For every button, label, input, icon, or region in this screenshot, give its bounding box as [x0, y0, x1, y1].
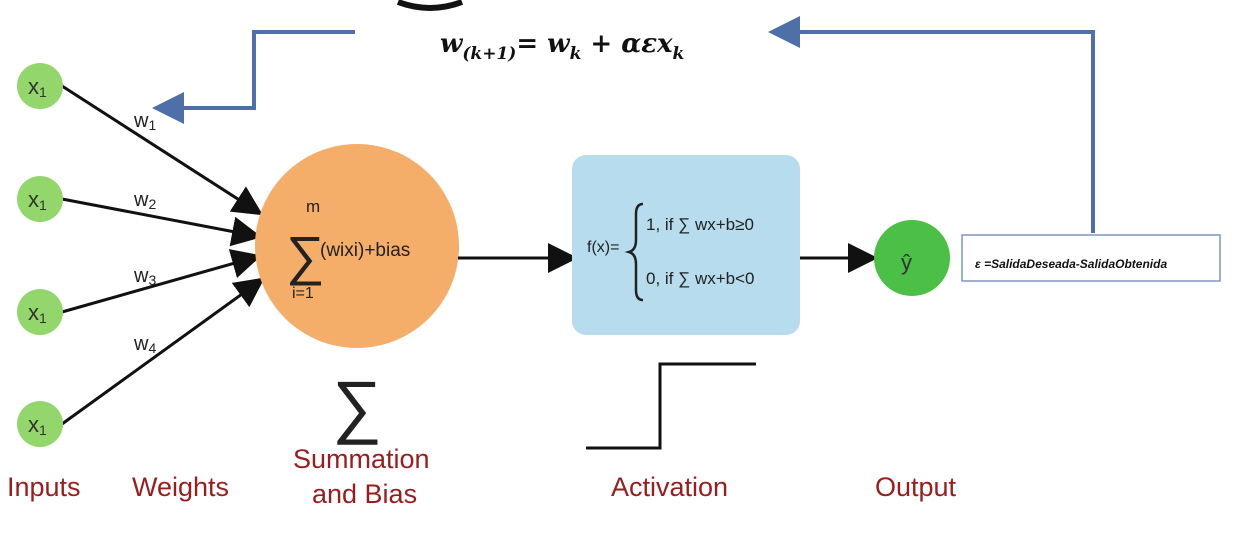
svg-text:x1: x1 [28, 300, 47, 326]
input-node-4: x1 [17, 401, 63, 447]
stage-label-activation: Activation [611, 472, 728, 502]
svg-text:x1: x1 [28, 187, 47, 213]
stage-label-output: Output [875, 472, 957, 502]
input-arrow-1 [61, 84, 264, 216]
summation-symbol: ∑ [332, 367, 382, 445]
step-function-graph [586, 362, 756, 450]
weight-label-4: w4 [133, 333, 156, 356]
activation-case-1: 1, if ∑ wx+b≥0 [646, 215, 754, 234]
input-node-3: x1 [17, 289, 63, 335]
stage-label-weights: Weights [132, 472, 229, 502]
summation-node: m ∑ i=1 (wixi)+bias [255, 144, 459, 348]
svg-text:x1: x1 [28, 412, 47, 438]
output-node: ŷ [874, 220, 950, 296]
svg-text:x1: x1 [28, 74, 47, 100]
stage-label-summation-line2: and Bias [312, 479, 417, 509]
activation-box: f(x)= 1, if ∑ wx+b≥0 0, if ∑ wx+b<0 [572, 155, 800, 335]
summation-lower-limit: i=1 [292, 285, 314, 302]
activation-fx: f(x)= [587, 239, 619, 256]
input-node-1: x1 [17, 63, 63, 109]
summation-upper-limit: m [306, 197, 320, 216]
input-arrow-3 [61, 249, 262, 314]
output-label: ŷ [901, 250, 912, 275]
feedback-line-right [768, 16, 1095, 233]
weight-label-3: w3 [133, 265, 156, 288]
summation-sigma: ∑ [286, 226, 325, 286]
input-arrow-4 [61, 277, 265, 426]
cropped-top-glyph [396, 0, 464, 11]
summation-expression: (wixi)+bias [320, 240, 410, 261]
activation-brace [624, 202, 644, 302]
stage-label-inputs: Inputs [7, 472, 81, 502]
activation-case-2: 0, if ∑ wx+b<0 [646, 269, 755, 288]
stage-label-summation-line1: Summation [293, 444, 430, 474]
feedback-line-left [152, 30, 355, 124]
input-node-2: x1 [17, 176, 63, 222]
input-arrow-2 [61, 197, 262, 247]
error-box: ε =SalidaDeseada-SalidaObtenida [961, 234, 1221, 282]
error-formula: ε =SalidaDeseada-SalidaObtenida [975, 257, 1167, 271]
weight-update-formula: w(k+1)= wk + αεxk [440, 29, 684, 64]
weight-label-2: w2 [133, 189, 156, 212]
weight-label-1: w1 [133, 110, 156, 133]
